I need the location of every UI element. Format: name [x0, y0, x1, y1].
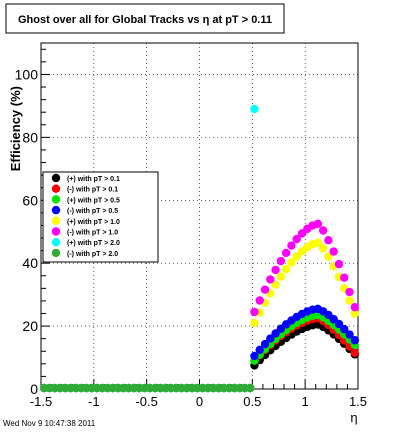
- y-tick-label: 80: [22, 129, 38, 145]
- legend-entry: (+) with pT > 0.1: [67, 176, 120, 183]
- legend-marker: [51, 195, 61, 204]
- data-points: [39, 104, 360, 393]
- legend-entry: (-) with pT > 2.0: [67, 251, 118, 258]
- data-point-series-3: [345, 330, 354, 339]
- data-point-series-5: [340, 273, 349, 282]
- data-point-series-5: [271, 265, 280, 275]
- data-point-series-5: [266, 275, 275, 284]
- data-point-series-4: [350, 309, 360, 318]
- legend: (+) with pT > 0.1 (-) with pT > 0.1 (+) wi…: [42, 171, 159, 263]
- timestamp: Wed Nov 9 10:47:38 2011: [3, 419, 96, 428]
- legend-entry: (+) with pT > 2.0: [67, 240, 120, 247]
- data-point-series-4: [276, 272, 286, 281]
- legend-marker: [51, 173, 61, 183]
- y-tick-label: 0: [30, 381, 38, 397]
- legend-box: [42, 171, 159, 263]
- data-point-series-3: [255, 345, 264, 355]
- data-point-series-5: [281, 248, 291, 258]
- legend-marker: [51, 248, 61, 258]
- legend-entry: (+) with pT > 1.0: [67, 219, 120, 226]
- legend-entry: (+) with pT > 0.5: [67, 197, 120, 204]
- data-point-series-3: [334, 319, 344, 329]
- data-point-series-4: [345, 296, 354, 305]
- data-point-series-5: [250, 307, 259, 317]
- data-point-series-3: [350, 336, 360, 345]
- chart-title-box: Ghost over all for Global Tracks vs η at…: [5, 3, 285, 34]
- data-point-series-4: [281, 264, 291, 274]
- data-point-series-5: [350, 303, 360, 312]
- x-tick-label: 0.5: [243, 394, 261, 409]
- y-tick-label: 60: [22, 192, 38, 208]
- data-point-series-5: [318, 226, 328, 235]
- legend-marker: [51, 184, 61, 193]
- data-point-series-5: [287, 241, 296, 250]
- legend-marker: [51, 216, 61, 225]
- x-axis-label: η: [350, 410, 357, 425]
- data-point-series-4: [271, 280, 280, 289]
- data-point-series-7: [246, 383, 255, 393]
- data-point-series-4: [292, 252, 301, 261]
- y-tick-label: 100: [15, 66, 39, 82]
- data-point-series-5: [260, 285, 270, 294]
- legend-marker: [51, 238, 61, 247]
- y-axis-label: Efficiency (%): [8, 86, 23, 171]
- x-tick-label: 1: [302, 394, 309, 409]
- x-tick-label: -1.5: [30, 394, 52, 409]
- data-point-series-6: [250, 104, 259, 114]
- y-tick-label: 20: [22, 318, 38, 334]
- x-tick-label: 0: [196, 394, 203, 409]
- data-point-series-4: [250, 318, 259, 328]
- data-point-series-4: [313, 238, 323, 247]
- legend-entry: (-) with pT > 0.5: [67, 208, 118, 215]
- data-point-series-5: [255, 296, 264, 305]
- data-point-series-5: [276, 256, 286, 266]
- data-point-series-3: [250, 351, 259, 361]
- data-point-series-1: [350, 348, 360, 358]
- data-point-series-5: [345, 287, 354, 297]
- data-point-series-4: [324, 252, 333, 261]
- y-tick-label: 40: [22, 255, 38, 271]
- legend-entry: (-) with pT > 1.0: [67, 230, 118, 237]
- data-point-series-3: [260, 339, 270, 349]
- data-point-series-4: [318, 244, 328, 253]
- x-tick-label: -1: [88, 394, 100, 409]
- legend-entry: (-) with pT > 0.1: [67, 187, 118, 194]
- data-point-series-4: [287, 258, 296, 267]
- data-point-series-5: [313, 219, 323, 229]
- data-point-series-5: [329, 247, 338, 256]
- legend-marker: [51, 205, 61, 215]
- data-point-series-3: [340, 324, 349, 334]
- data-point-series-5: [334, 259, 344, 269]
- data-point-series-5: [324, 236, 333, 245]
- x-tick-label: 1.5: [349, 394, 367, 409]
- data-point-series-3: [266, 334, 275, 343]
- data-point-series-5: [292, 234, 301, 244]
- legend-marker: [51, 227, 61, 236]
- chart-title: Ghost over all for Global Tracks vs η at…: [18, 14, 272, 26]
- x-tick-label: -0.5: [135, 394, 157, 409]
